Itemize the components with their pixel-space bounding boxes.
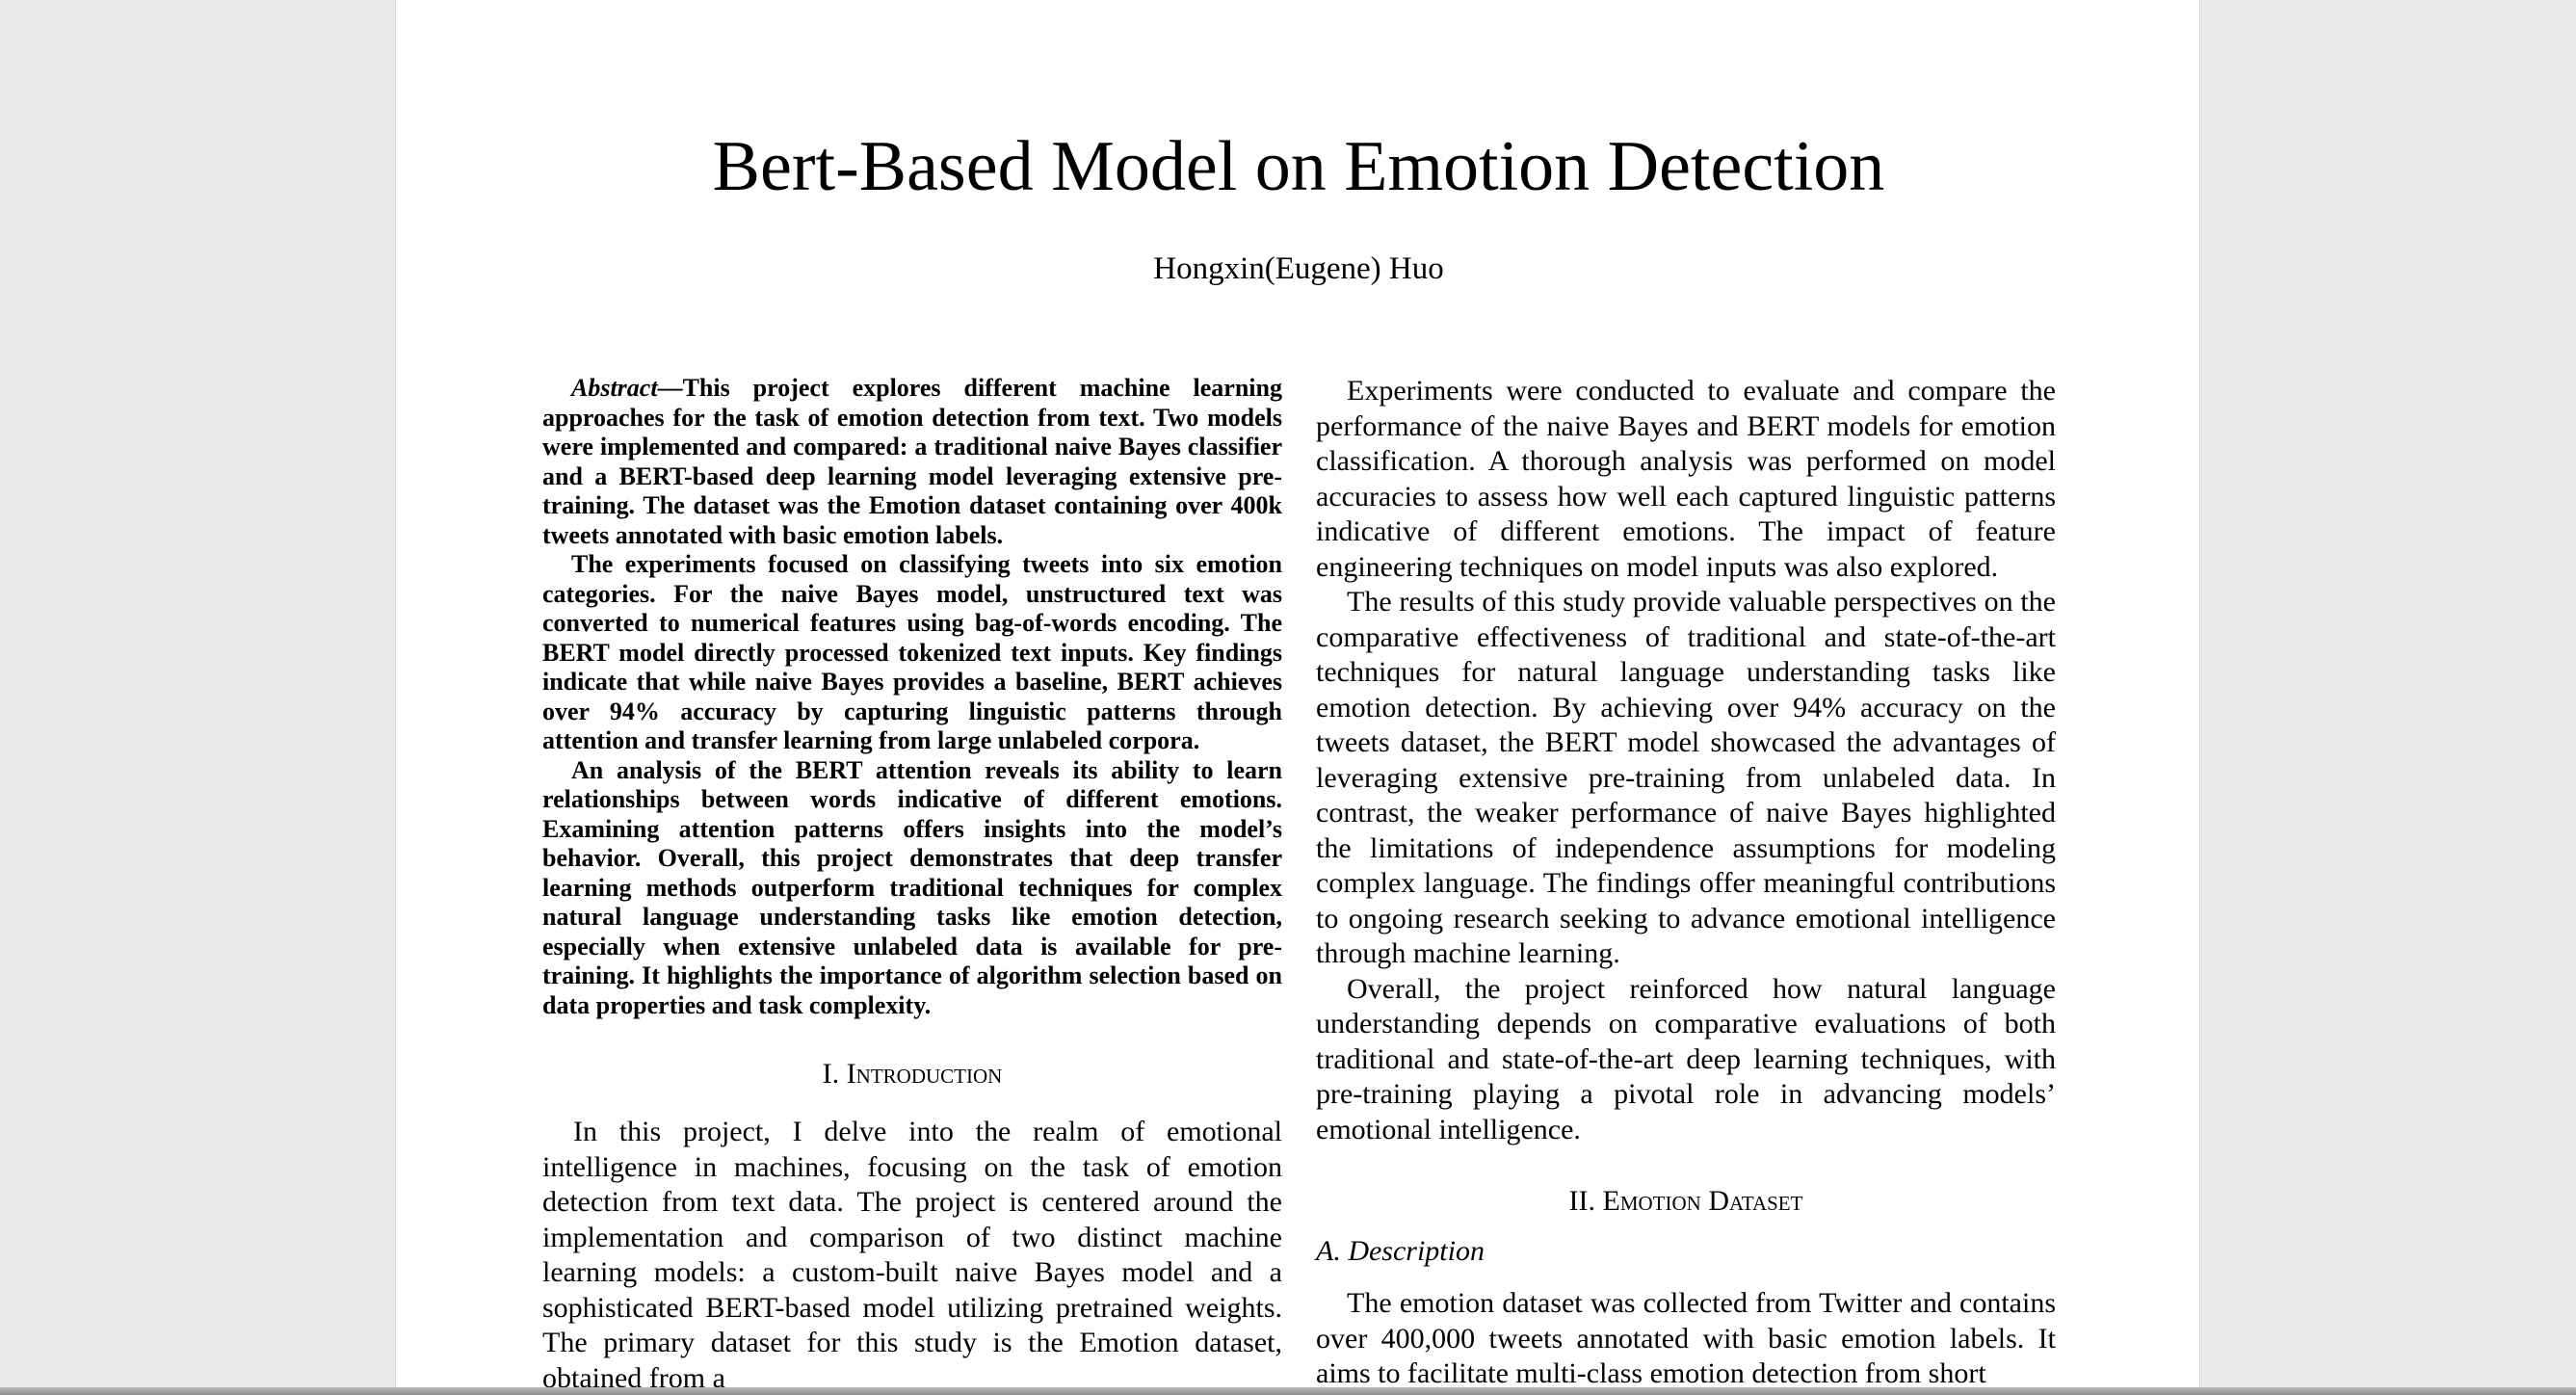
right-column: Experiments were conducted to evaluate a… (1316, 374, 2056, 1392)
section-title: Emotion Dataset (1602, 1185, 1803, 1217)
introduction-section: I. Introduction In this project, I delve… (542, 1057, 1282, 1395)
abstract-dash: — (657, 374, 683, 402)
body-paragraph-overall: Overall, the project reinforced how natu… (1316, 972, 2056, 1145)
paper-author: Hongxin(Eugene) Huo (1153, 251, 1444, 286)
subsection-heading-description: A. Description (1316, 1235, 1485, 1267)
pdf-page: Bert-Based Model on Emotion Detection Ho… (395, 0, 2200, 1395)
dataset-paragraph-1: The emotion dataset was collected from T… (1316, 1287, 2056, 1389)
body-paragraph-experiments: Experiments were conducted to evaluate a… (1316, 375, 2056, 583)
intro-paragraph-1: In this project, I delve into the realm … (542, 1116, 1282, 1394)
abstract-text-1: This project explores different machine … (542, 374, 1282, 549)
viewer-bottom-edge (0, 1387, 2576, 1395)
abstract-paragraph-3: An analysis of the BERT attention reveal… (542, 755, 1282, 1019)
body-paragraph-results: The results of this study provide valuab… (1316, 586, 2056, 969)
section-number: II. (1568, 1185, 1595, 1217)
abstract: Abstract—This project explores different… (542, 374, 1282, 1020)
section-number: I. (822, 1058, 840, 1090)
abstract-paragraph-1: Abstract—This project explores different… (542, 374, 1282, 550)
section-title: Introduction (846, 1058, 1003, 1090)
section-heading-emotion-dataset: II. Emotion Dataset (1316, 1184, 2056, 1219)
left-column: Abstract—This project explores different… (542, 374, 1282, 1395)
paper-title: Bert-Based Model on Emotion Detection (712, 127, 1885, 206)
abstract-label: Abstract (571, 374, 658, 402)
section-heading-introduction: I. Introduction (542, 1057, 1282, 1092)
abstract-paragraph-2: The experiments focused on classifying t… (542, 550, 1282, 754)
